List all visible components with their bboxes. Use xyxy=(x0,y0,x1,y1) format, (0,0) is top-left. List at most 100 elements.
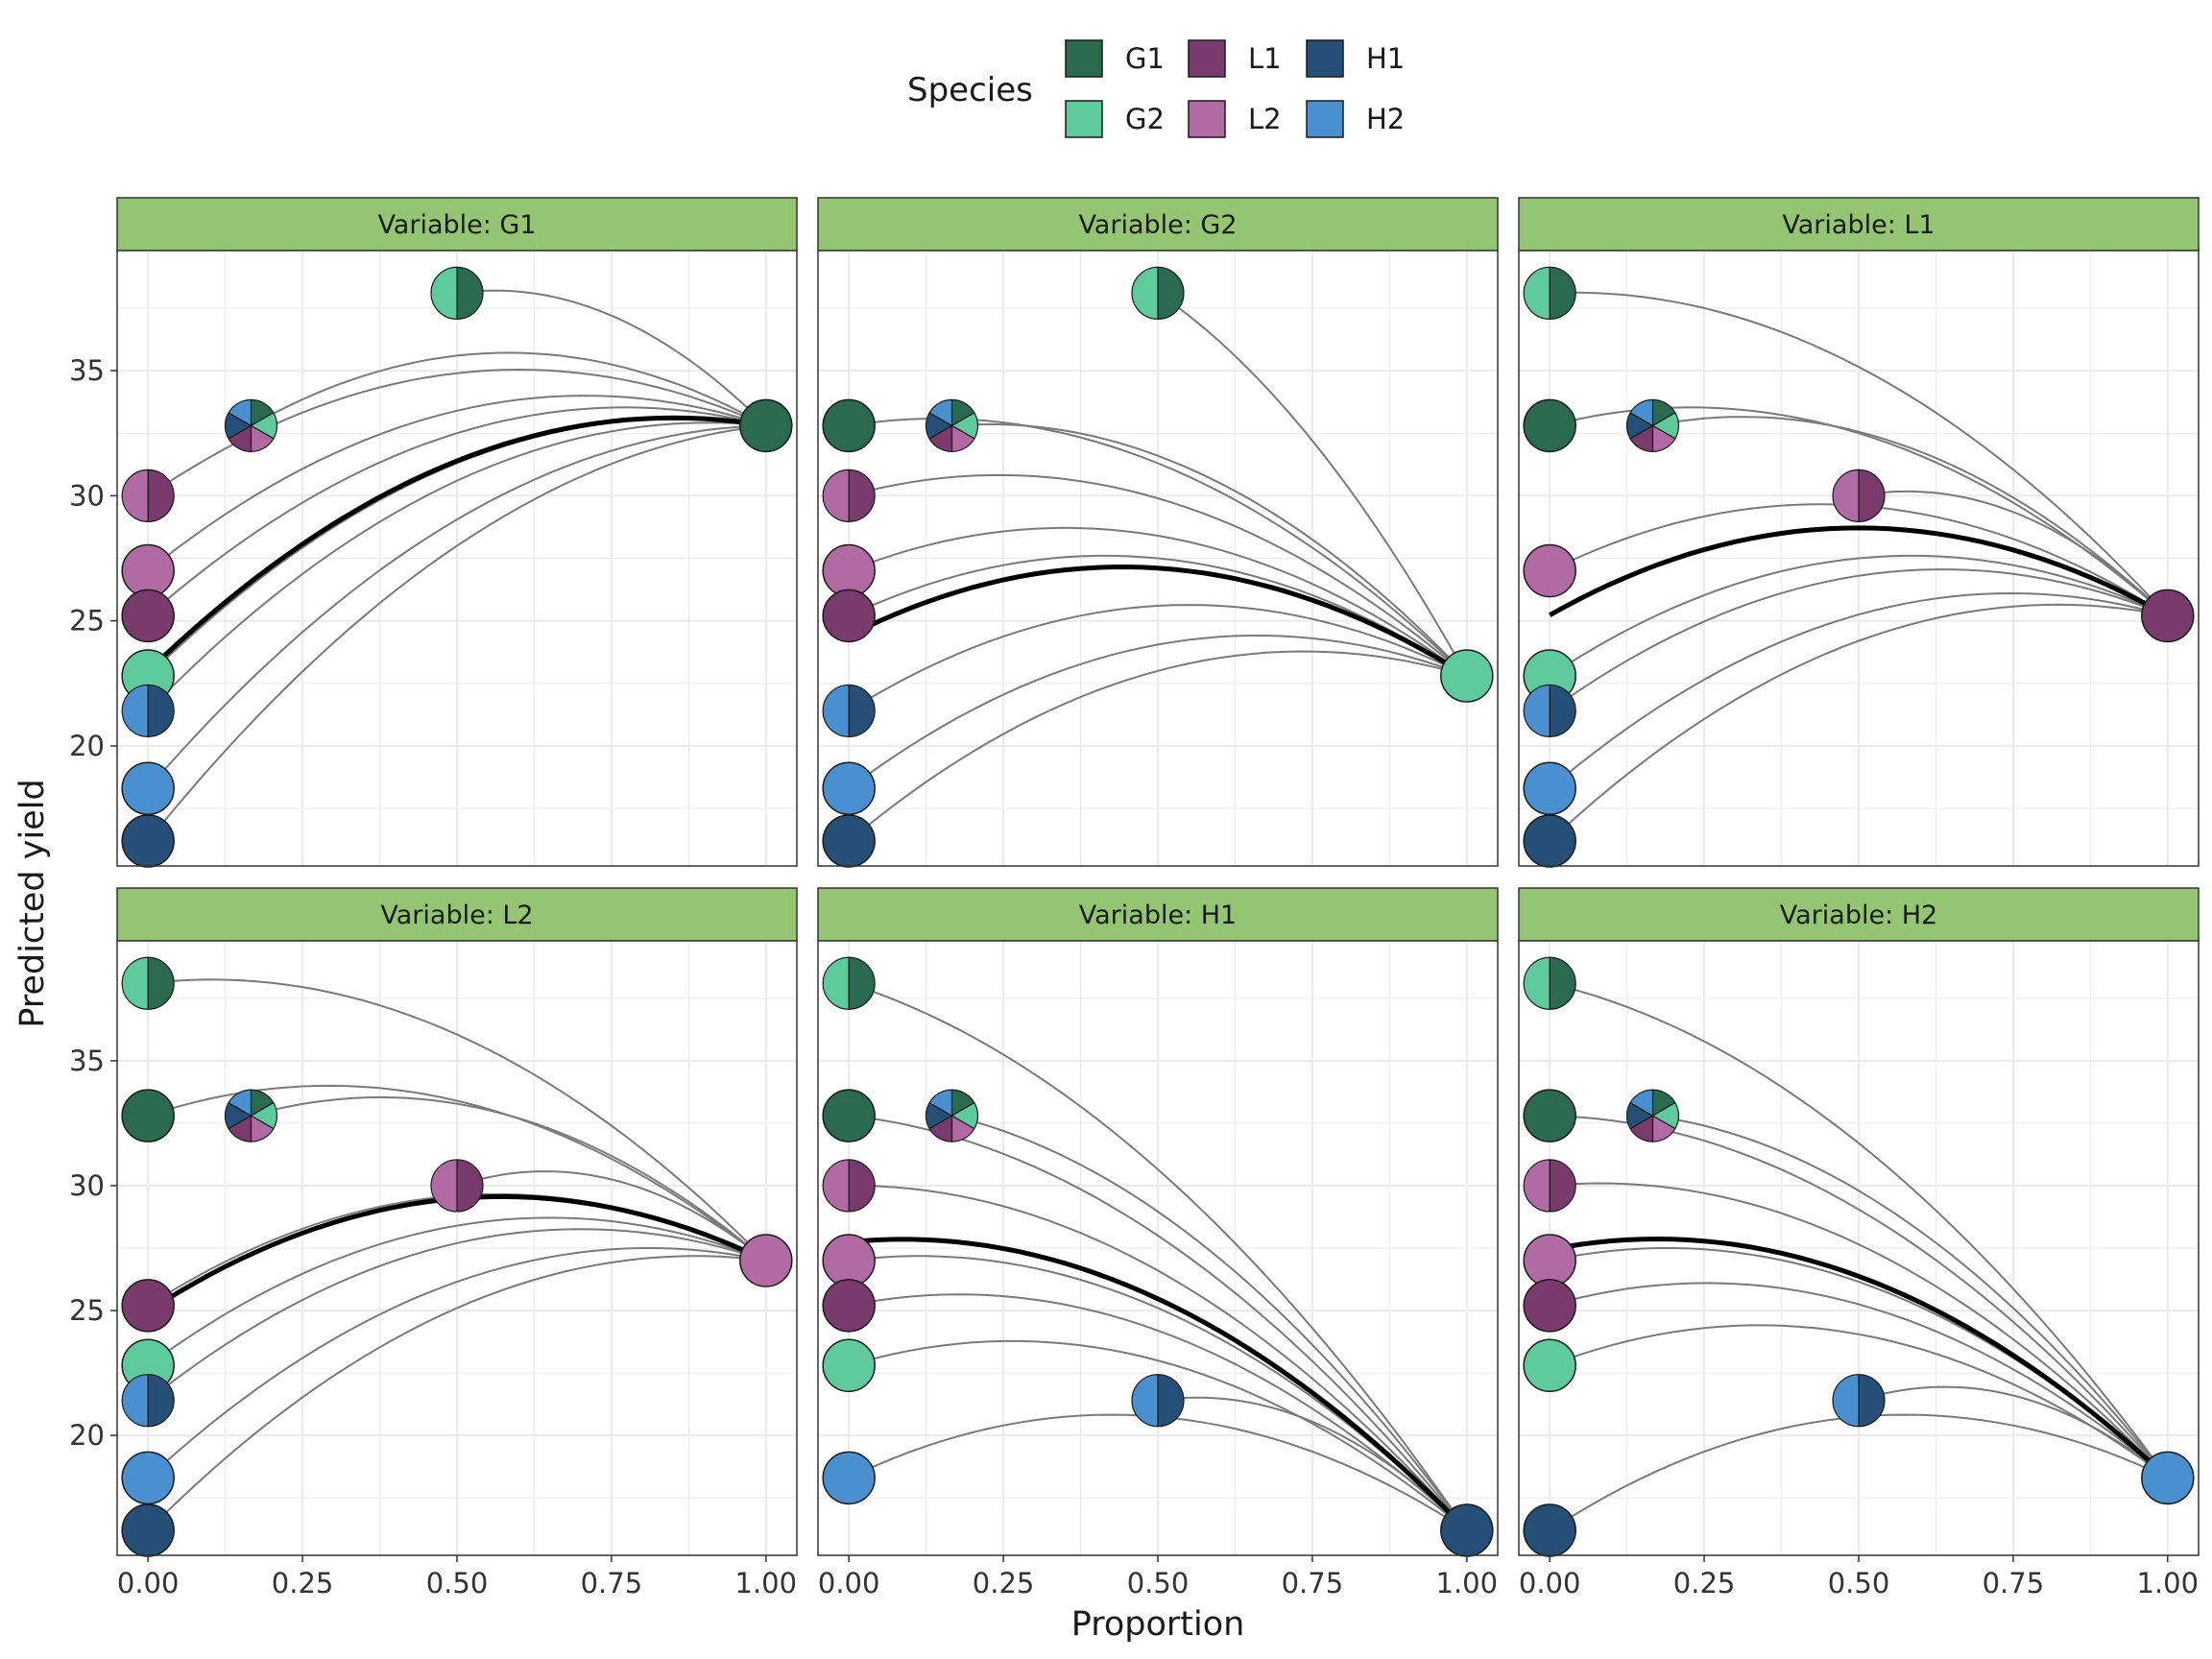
panel-points xyxy=(1523,266,2195,868)
point-g2 xyxy=(822,1338,876,1393)
x-tick-label: 0.25 xyxy=(973,1567,1035,1599)
pie-slice-h2 xyxy=(928,1089,953,1118)
average-effect-curve xyxy=(1549,1236,2170,1480)
point-marker xyxy=(1523,1234,1576,1287)
point-g1 xyxy=(1523,1089,1576,1142)
x-tick-label: 0.50 xyxy=(1828,1567,1890,1599)
point-l1 xyxy=(121,589,175,643)
point-h2 xyxy=(2141,1451,2195,1505)
pie-slice-l2 xyxy=(1523,1159,1551,1213)
point-l1l2 xyxy=(822,1159,876,1213)
point-g1 xyxy=(121,1089,175,1142)
point-l1l2 xyxy=(1832,469,1886,522)
legend-title: Species xyxy=(907,71,1033,109)
pie-slice-g2 xyxy=(1523,266,1551,320)
panel-points xyxy=(121,956,793,1557)
point-h1 xyxy=(121,814,175,868)
x-tick-label: 0.25 xyxy=(272,1567,334,1599)
effect-curve xyxy=(848,473,1468,677)
point-h2 xyxy=(121,1451,175,1505)
point-l1l2 xyxy=(1523,1159,1576,1213)
effect-curve xyxy=(1549,591,2169,789)
panel-strip-label: Variable: L2 xyxy=(380,901,533,930)
effect-curve xyxy=(1550,291,2169,617)
pie-slice-l2 xyxy=(822,1159,850,1213)
point-h1h2 xyxy=(1832,1374,1886,1428)
panel-strip xyxy=(817,887,1499,942)
point-h1h2 xyxy=(1131,1374,1185,1428)
pie-slice-l2 xyxy=(430,1159,458,1213)
legend-key-l1 xyxy=(1188,39,1226,78)
pie-slice-l1 xyxy=(147,469,175,522)
point-g2 xyxy=(1440,649,1494,703)
point-l2 xyxy=(822,543,876,598)
y-tick-label: 25 xyxy=(69,1294,105,1327)
legend-key-h2 xyxy=(1306,100,1344,138)
effect-curve xyxy=(456,289,767,427)
legend: Species G1 G2 L1 L2 H1 H2 xyxy=(907,39,1405,138)
pie-slice-h2 xyxy=(1523,684,1551,738)
point-centroid xyxy=(224,398,278,452)
point-g1g2 xyxy=(1523,266,1576,320)
panel-points xyxy=(121,266,793,868)
point-g1g2 xyxy=(1523,956,1576,1010)
legend-label-l2: L2 xyxy=(1248,103,1282,135)
effect-curve xyxy=(1652,1115,2169,1479)
y-tick-label: 30 xyxy=(69,479,105,512)
effect-curve xyxy=(848,1339,1468,1531)
point-h1 xyxy=(822,814,876,868)
pie-slice-l2 xyxy=(1832,469,1860,522)
effect-curve xyxy=(848,982,1468,1531)
point-marker xyxy=(822,589,876,643)
point-marker xyxy=(822,814,876,868)
effect-curve xyxy=(1549,568,2169,712)
panel-points xyxy=(1523,956,2195,1557)
panel-h1: Variable: H1 0.00 0.25 0.50 0.75 1.00 xyxy=(817,887,1499,1599)
panel-h2: Variable: H2 0.00 0.25 0.50 0.75 1.00 xyxy=(1518,887,2200,1599)
panel-strip xyxy=(1518,197,2200,252)
point-h2 xyxy=(1523,761,1576,815)
point-h1 xyxy=(1523,1503,1576,1557)
panel-frame xyxy=(116,250,798,867)
x-tick-label: 1.00 xyxy=(1436,1567,1499,1599)
legend-label-g1: G1 xyxy=(1125,42,1165,75)
point-centroid xyxy=(925,398,979,452)
point-marker xyxy=(121,543,175,598)
point-marker xyxy=(1440,649,1494,703)
point-marker xyxy=(822,761,876,815)
effect-curve xyxy=(147,1247,766,1479)
point-marker xyxy=(739,398,793,453)
effect-curve xyxy=(848,526,1468,677)
point-g1 xyxy=(1523,398,1576,453)
pie-slice-l1 xyxy=(456,1159,484,1213)
point-marker xyxy=(822,1279,876,1333)
pie-slice-l2 xyxy=(822,469,850,522)
point-l1l2 xyxy=(822,469,876,522)
pie-slice-h2 xyxy=(228,398,252,427)
point-h2 xyxy=(822,761,876,815)
effect-curve xyxy=(1157,1396,1468,1531)
pie-slice-l1 xyxy=(1549,1159,1576,1213)
point-marker xyxy=(2141,589,2195,643)
point-h2 xyxy=(822,1451,876,1505)
effect-curve xyxy=(1157,292,1468,677)
point-h1 xyxy=(121,1503,175,1557)
point-marker xyxy=(1523,543,1576,598)
point-marker xyxy=(1523,1089,1576,1142)
panel-grid xyxy=(818,251,1498,866)
legend-key-g1 xyxy=(1065,39,1103,78)
x-tick-label: 0.75 xyxy=(1983,1567,2045,1599)
point-g1g2 xyxy=(121,956,175,1010)
average-effect-curve xyxy=(1548,525,2170,618)
effect-curve xyxy=(147,1216,767,1367)
legend-key-g2 xyxy=(1065,100,1103,138)
effect-curve xyxy=(848,635,1468,790)
facet-panels: Variable: G1 20 25 30 35 Variable: G2 Variable… xyxy=(69,197,2200,1599)
pie-slice-g2 xyxy=(822,956,850,1010)
pie-slice-g1 xyxy=(147,956,175,1010)
pie-slice-l1 xyxy=(848,1159,876,1213)
pie-slice-h1 xyxy=(1858,1374,1886,1428)
legend-key-l2 xyxy=(1188,100,1226,138)
point-marker xyxy=(121,761,175,815)
